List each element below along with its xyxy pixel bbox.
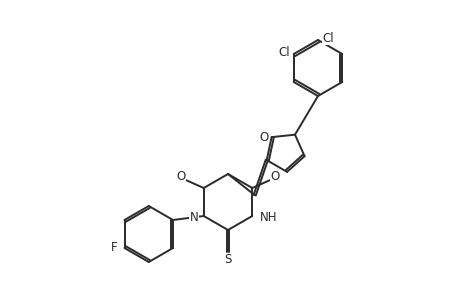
Text: S: S [224, 254, 231, 266]
Text: Cl: Cl [321, 32, 333, 44]
Text: O: O [270, 169, 279, 182]
Text: NH: NH [259, 212, 276, 224]
Text: O: O [176, 169, 185, 182]
Text: O: O [258, 130, 268, 144]
Text: N: N [189, 212, 198, 224]
Text: F: F [111, 242, 118, 254]
Text: Cl: Cl [277, 46, 289, 59]
